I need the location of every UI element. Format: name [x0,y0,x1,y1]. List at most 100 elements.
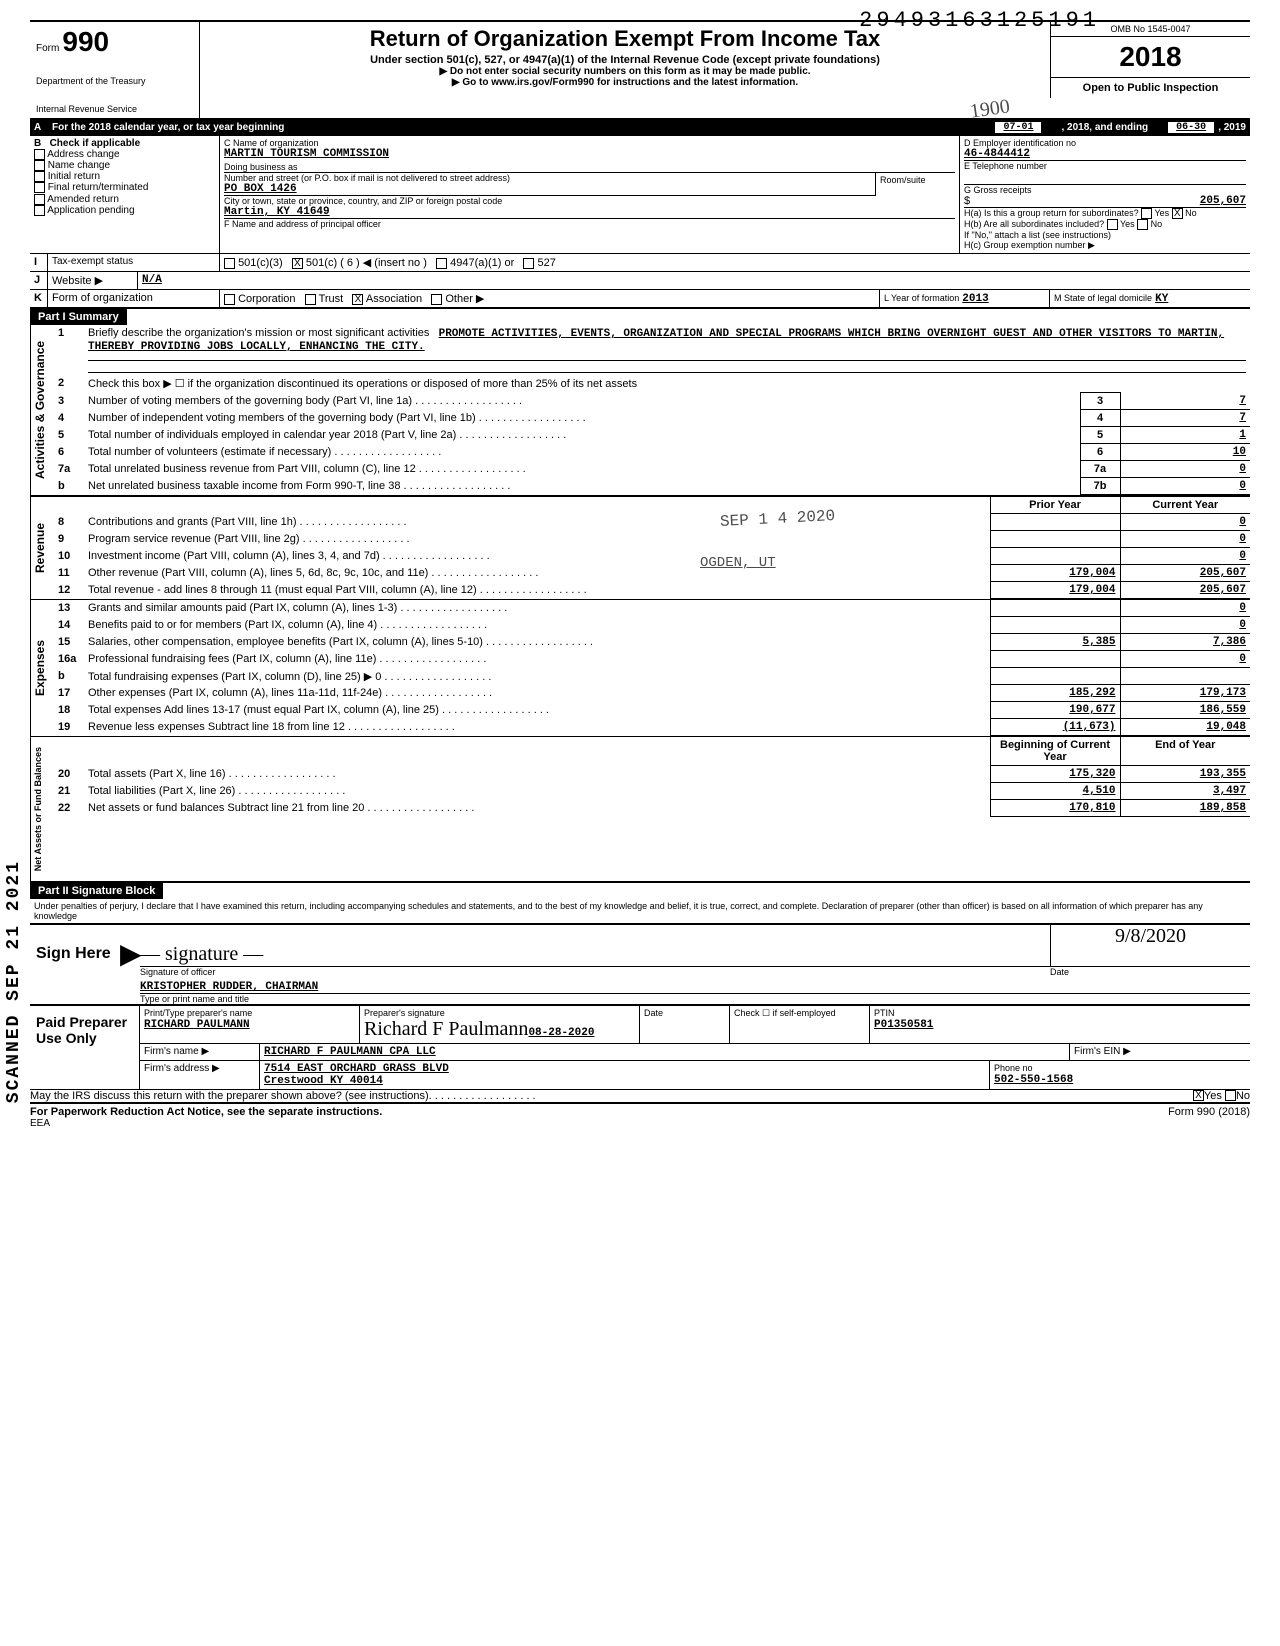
line-i: I Tax-exempt status 501(c)(3) X 501(c) (… [30,253,1250,271]
side-activities-gov: Activities & Governance [30,325,54,495]
cb-assoc[interactable]: X [352,294,363,305]
h-a: H(a) Is this a group return for subordin… [964,208,1246,219]
table-row: 8Contributions and grants (Part VIII, li… [54,514,1250,531]
ein-label: D Employer identification no [964,138,1246,148]
cb-initial[interactable] [34,171,45,182]
bal-cy-head: End of Year [1120,737,1250,766]
gov-lines: 3Number of voting members of the governi… [54,392,1250,495]
header-right: OMB No 1545-0047 2018 Open to Public Ins… [1050,22,1250,98]
bal-py-head: Beginning of Current Year [990,737,1120,766]
cb-ha-yes[interactable] [1141,208,1152,219]
bal-lines: 20Total assets (Part X, line 16)175,3201… [54,766,1250,817]
name-addr-col: C Name of organization MARTIN TOURISM CO… [220,136,960,253]
firm-name: RICHARD F PAULMANN CPA LLC [260,1044,1070,1060]
ssn-warning: ▶ Do not enter social security numbers o… [210,66,1040,77]
period-end: 06-30 [1168,122,1214,133]
scanned-stamp: SCANNED SEP 21 2021 [4,860,24,1103]
line2-text: Check this box ▶ ☐ if the organization d… [84,375,1250,392]
table-row: bTotal fundraising expenses (Part IX, co… [54,668,1250,685]
city: Martin, KY 41649 [224,206,955,219]
form-subtitle: Under section 501(c), 527, or 4947(a)(1)… [210,54,1040,66]
table-row: 10Investment income (Part VIII, column (… [54,548,1250,565]
revenue-block: Revenue Prior YearCurrent Year 8Contribu… [30,495,1250,599]
eea: EEA [30,1118,1250,1129]
prep-name: RICHARD PAULMANN [144,1019,250,1031]
line-j: J Website ▶ N/A [30,271,1250,289]
rev-lines: 8Contributions and grants (Part VIII, li… [54,514,1250,599]
open-public: Open to Public Inspection [1051,78,1250,98]
cb-amended[interactable] [34,194,45,205]
formorg-label: Form of organization [48,290,220,307]
period-begin: 07-01 [995,122,1041,133]
table-row: 13Grants and similar amounts paid (Part … [54,600,1250,617]
line-a: A For the 2018 calendar year, or tax yea… [30,118,1250,135]
cb-name-change[interactable] [34,160,45,171]
table-row: 17Other expenses (Part IX, column (A), l… [54,685,1250,702]
perjury-text: Under penalties of perjury, I declare th… [30,899,1250,923]
sec-b-label: B Check if applicable [34,138,215,149]
table-row: 15Salaries, other compensation, employee… [54,634,1250,651]
py-head: Prior Year [990,497,1120,514]
gov-line: 3Number of voting members of the governi… [54,393,1250,410]
cb-501c3[interactable] [224,258,235,269]
part-1-header: Part I Summary [30,307,1250,325]
table-row: 21Total liabilities (Part X, line 26)4,5… [54,783,1250,800]
sign-here-block: Sign Here ▶ — signature — 9/8/2020 Signa… [30,923,1250,1004]
footer-form: Form 990 (2018) [1168,1106,1250,1118]
side-revenue: Revenue [30,497,54,599]
cb-discuss-yes[interactable]: X [1193,1090,1204,1101]
rev-table: Prior YearCurrent Year [54,497,1250,514]
form-label: Form [36,43,59,54]
tax-status-label: Tax-exempt status [48,254,220,271]
sign-here-label: Sign Here [30,925,120,1004]
table-row: 16aProfessional fundraising fees (Part I… [54,651,1250,668]
mission-label: Briefly describe the organization's miss… [88,327,429,339]
street: PO BOX 1426 [224,183,875,196]
officer-signature: — signature — [140,925,1050,967]
cb-501c[interactable]: X [292,258,303,269]
cb-other[interactable] [431,294,442,305]
discuss-text: May the IRS discuss this return with the… [30,1090,429,1102]
website-label: Website ▶ [48,272,138,289]
gov-table: 1 Briefly describe the organization's mi… [54,325,1250,392]
gov-line: bNet unrelated business taxable income f… [54,478,1250,495]
cb-addr-change[interactable] [34,149,45,160]
tel [964,171,1246,185]
table-row: 20Total assets (Part X, line 16)175,3201… [54,766,1250,783]
tel-label: E Telephone number [964,161,1246,171]
check-b-col: B Check if applicable Address change Nam… [30,136,220,253]
footer-pra: For Paperwork Reduction Act Notice, see … [30,1106,382,1118]
period-label: For the 2018 calendar year, or tax year … [52,122,284,133]
sign-date: 9/8/2020 [1050,925,1250,967]
discuss-row: May the IRS discuss this return with the… [30,1089,1250,1104]
cb-hb-no[interactable] [1137,219,1148,230]
table-row: 14Benefits paid to or for members (Part … [54,617,1250,634]
cb-pending[interactable] [34,205,45,216]
gov-line: 7aTotal unrelated business revenue from … [54,461,1250,478]
form-id-block: Form 990 Department of the Treasury Inte… [30,22,200,118]
form-header: Form 990 Department of the Treasury Inte… [30,20,1250,118]
h-b-note: If "No," attach a list (see instructions… [964,230,1246,240]
officer-name: KRISTOPHER RUDDER, CHAIRMAN [140,977,1250,994]
footer: For Paperwork Reduction Act Notice, see … [30,1104,1250,1118]
gross-label: G Gross receipts [964,185,1246,195]
table-row: 22Net assets or fund balances Subtract l… [54,800,1250,817]
c-label: C Name of organization [224,138,955,148]
cb-corp[interactable] [224,294,235,305]
year-formation: 2013 [962,293,988,305]
cb-ha-no[interactable]: X [1172,208,1183,219]
cb-4947[interactable] [436,258,447,269]
cb-discuss-no[interactable] [1225,1090,1236,1101]
netassets-block: Net Assets or Fund Balances Beginning of… [30,736,1250,881]
paid-prep-block: Paid Preparer Use Only Print/Type prepar… [30,1004,1250,1089]
dept-irs: Internal Revenue Service [36,104,193,114]
cb-hb-yes[interactable] [1107,219,1118,230]
cb-final[interactable] [34,182,45,193]
dept-treasury: Department of the Treasury [36,76,193,86]
bal-table: Beginning of Current YearEnd of Year [54,737,1250,766]
cb-trust[interactable] [305,294,316,305]
cy-head: Current Year [1120,497,1250,514]
table-row: 9Program service revenue (Part VIII, lin… [54,531,1250,548]
gross: $ 205,607 [964,195,1246,208]
cb-527[interactable] [523,258,534,269]
